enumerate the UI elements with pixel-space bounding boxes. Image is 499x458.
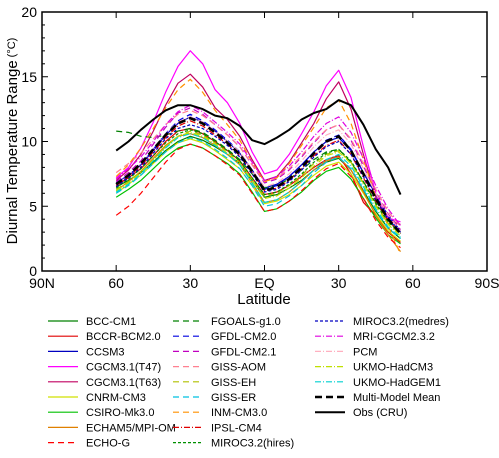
legend-item: ECHO-G (48, 438, 130, 450)
legend-label: UKMO-HadGEM1 (353, 377, 441, 389)
legend-label: MRI-CGCM2.3.2 (353, 331, 435, 343)
y-axis-label: Diurnal Temperature Range (°C) (4, 38, 21, 245)
legend-label: INM-CM3.0 (211, 407, 267, 419)
legend-label: CNRM-CM3 (86, 392, 146, 404)
series-line-multi-model-mean (115, 116, 402, 235)
x-tick-label: 90N (29, 275, 55, 291)
legend-item: Multi-Model Mean (315, 392, 440, 404)
legend-item: Obs (CRU) (315, 407, 407, 419)
legend-label: ECHAM5/MPI-OM (86, 422, 176, 434)
series-line-cgcm3-1-t47- (115, 50, 401, 223)
y-axis-ticks: 0 5 10 15 20 (21, 4, 487, 279)
plot-frame (41, 11, 488, 272)
legend-label: GFDL-CM2.0 (211, 331, 276, 343)
series-line-ipsl-cm4 (115, 120, 401, 234)
y-tick-label: 5 (29, 198, 37, 214)
x-tick-label: 30 (331, 275, 347, 291)
y-tick-label: 15 (21, 69, 37, 85)
legend-label: CGCM3.1(T63) (86, 377, 161, 389)
legend-item: CCSM3 (48, 346, 125, 358)
legend-label: Multi-Model Mean (353, 392, 440, 404)
legend-label: GFDL-CM2.1 (211, 346, 276, 358)
x-tick-label: 60 (405, 275, 421, 291)
legend-label: MIROC3.2(medres) (353, 316, 449, 328)
y-tick-label: 10 (21, 134, 37, 150)
legend-label: GISS-ER (211, 392, 256, 404)
legend-item: CNRM-CM3 (48, 392, 146, 404)
legend-label: GISS-AOM (211, 362, 266, 374)
legend-label: CCSM3 (86, 346, 125, 358)
legend-item: GISS-ER (173, 392, 256, 404)
x-axis-ticks: 90N 60 30 EQ 30 60 90S (29, 12, 499, 291)
x-tick-label: 30 (183, 275, 199, 291)
legend-item: CGCM3.1(T47) (48, 362, 161, 374)
legend: BCC-CM1 BCCR-BCM2.0 CCSM3 CGCM3.1(T47) CGCM3… (48, 316, 449, 450)
legend-item: IPSL-CM4 (173, 422, 262, 434)
legend-item: MRI-CGCM2.3.2 (315, 331, 435, 343)
y-axis-label-unit: (°C) (6, 38, 18, 58)
legend-item: MIROC3.2(medres) (315, 316, 449, 328)
legend-item: GFDL-CM2.1 (173, 346, 276, 358)
legend-label: UKMO-HadCM3 (353, 362, 433, 374)
legend-label: BCC-CM1 (86, 316, 136, 328)
legend-label: PCM (353, 346, 377, 358)
legend-label: IPSL-CM4 (211, 422, 262, 434)
legend-item: PCM (315, 346, 377, 358)
legend-item: GFDL-CM2.0 (173, 331, 276, 343)
series-line-cgcm3-1-t63- (115, 73, 401, 225)
legend-item: FGOALS-g1.0 (173, 316, 281, 328)
legend-label: CSIRO-Mk3.0 (86, 407, 154, 419)
legend-item: UKMO-HadGEM1 (315, 377, 441, 389)
legend-label: BCCR-BCM2.0 (86, 331, 161, 343)
series-line-miroc3-2-hires- (115, 129, 401, 234)
series-line-obs-cru- (115, 99, 402, 196)
plot-area: 0 5 10 15 20 90N 60 30 EQ 30 60 90S (21, 4, 499, 291)
y-tick-label: 20 (21, 4, 37, 20)
y-tick-label: 0 (29, 263, 37, 279)
legend-label: FGOALS-g1.0 (211, 316, 281, 328)
x-axis-label: Latitude (237, 291, 290, 308)
legend-label: MIROC3.2(hires) (211, 438, 294, 450)
legend-label: ECHO-G (86, 438, 130, 450)
series-line-miroc3-2-medres- (115, 124, 401, 233)
x-tick-label: 90S (475, 275, 499, 291)
legend-item: INM-CM3.0 (173, 407, 267, 419)
legend-label: GISS-EH (211, 377, 256, 389)
legend-item: GISS-AOM (173, 362, 266, 374)
legend-item: BCC-CM1 (48, 316, 136, 328)
series-line-giss-aom (115, 109, 401, 228)
legend-item: CGCM3.1(T63) (48, 377, 161, 389)
legend-item: MIROC3.2(hires) (173, 438, 294, 450)
legend-item: BCCR-BCM2.0 (48, 331, 161, 343)
series-line-giss-er (115, 137, 401, 240)
series-line-ukmo-hadcm3 (115, 131, 401, 237)
series-layer (115, 50, 402, 255)
legend-item: ECHAM5/MPI-OM (48, 422, 176, 434)
series-line-ukmo-hadgem1 (115, 133, 401, 238)
legend-label: CGCM3.1(T47) (86, 362, 161, 374)
legend-label: Obs (CRU) (353, 407, 407, 419)
legend-item: UKMO-HadCM3 (315, 362, 433, 374)
legend-item: CSIRO-Mk3.0 (48, 407, 154, 419)
series-line-mri-cgcm2-3-2 (115, 104, 401, 227)
y-axis-label-text: Diurnal Temperature Range (4, 60, 21, 244)
x-tick-label: 60 (108, 275, 124, 291)
legend-item: GISS-EH (173, 377, 256, 389)
x-tick-label: EQ (254, 275, 274, 291)
